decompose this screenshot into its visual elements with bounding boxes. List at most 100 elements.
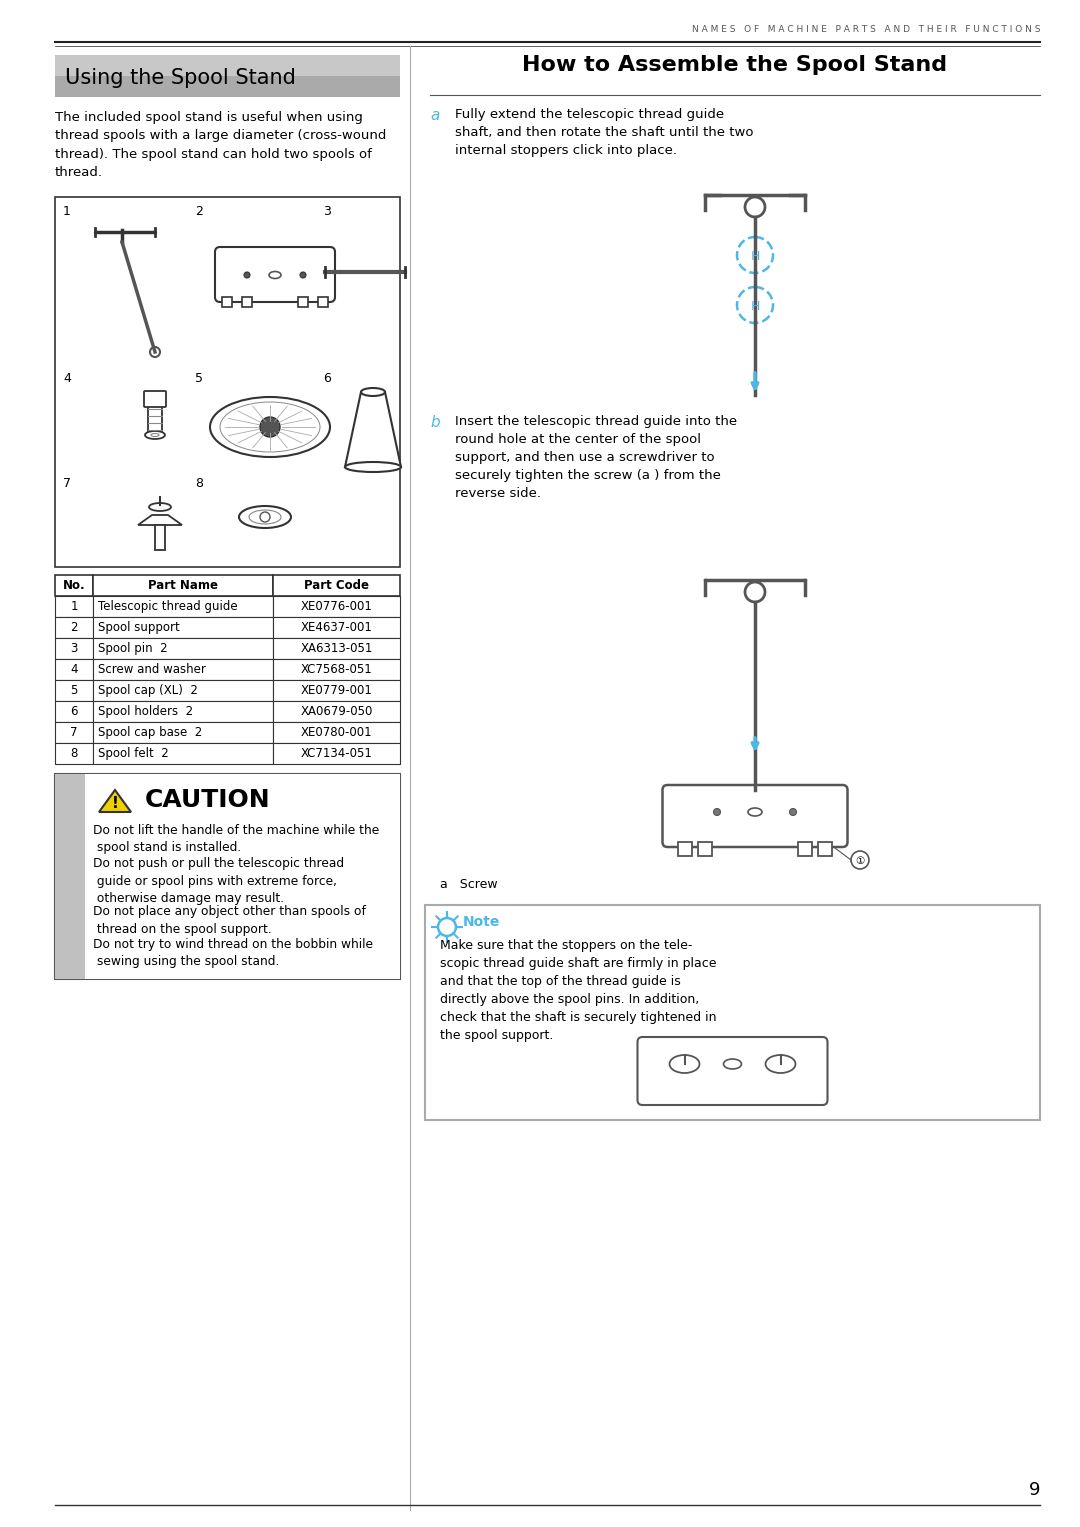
- Polygon shape: [99, 789, 131, 812]
- Bar: [242, 296, 252, 307]
- Bar: [93, 617, 273, 638]
- Bar: [55, 596, 93, 617]
- Circle shape: [438, 918, 456, 936]
- Circle shape: [300, 272, 306, 278]
- Bar: [93, 722, 273, 744]
- Bar: [678, 841, 692, 857]
- Ellipse shape: [149, 502, 171, 512]
- Bar: [426, 906, 1040, 1119]
- Text: Fully extend the telescopic thread guide
shaft, and then rotate the shaft until : Fully extend the telescopic thread guide…: [455, 108, 754, 157]
- FancyBboxPatch shape: [144, 391, 166, 408]
- Text: a: a: [430, 108, 440, 124]
- Bar: [273, 638, 400, 660]
- Circle shape: [260, 512, 270, 522]
- Ellipse shape: [361, 388, 384, 395]
- Text: XE4637-001: XE4637-001: [300, 621, 373, 634]
- Text: CAUTION: CAUTION: [145, 788, 271, 812]
- Bar: [148, 405, 162, 434]
- Ellipse shape: [766, 1055, 796, 1073]
- Bar: [55, 774, 85, 979]
- Bar: [273, 596, 400, 617]
- Ellipse shape: [249, 510, 281, 524]
- Text: No.: No.: [63, 579, 85, 592]
- Text: 1: 1: [70, 600, 78, 612]
- Text: Spool felt  2: Spool felt 2: [98, 747, 168, 760]
- Text: 7: 7: [70, 725, 78, 739]
- Bar: [85, 774, 400, 979]
- Bar: [93, 660, 273, 680]
- Text: ①: ①: [855, 857, 865, 866]
- Text: XE0779-001: XE0779-001: [300, 684, 373, 696]
- Text: Part Name: Part Name: [148, 579, 218, 592]
- Text: 5: 5: [70, 684, 78, 696]
- Text: 6: 6: [323, 373, 330, 385]
- Bar: [298, 296, 308, 307]
- Ellipse shape: [670, 1055, 700, 1073]
- Ellipse shape: [345, 463, 401, 472]
- Bar: [55, 55, 400, 76]
- Text: H: H: [751, 249, 759, 263]
- Text: Insert the telescopic thread guide into the
round hole at the center of the spoo: Insert the telescopic thread guide into …: [455, 415, 738, 499]
- Bar: [55, 660, 93, 680]
- Bar: [55, 701, 93, 722]
- FancyBboxPatch shape: [215, 247, 335, 302]
- Text: 7: 7: [63, 476, 71, 490]
- Bar: [93, 576, 273, 596]
- FancyBboxPatch shape: [662, 785, 848, 847]
- Bar: [55, 617, 93, 638]
- Text: Spool cap (XL)  2: Spool cap (XL) 2: [98, 684, 198, 696]
- Bar: [93, 638, 273, 660]
- Bar: [273, 701, 400, 722]
- Bar: [818, 841, 832, 857]
- Text: 4: 4: [63, 373, 71, 385]
- Text: 6: 6: [70, 705, 78, 718]
- Text: XA6313-051: XA6313-051: [300, 641, 373, 655]
- Ellipse shape: [239, 505, 291, 528]
- Bar: [798, 841, 812, 857]
- Text: Note: Note: [463, 915, 500, 928]
- Text: Using the Spool Stand: Using the Spool Stand: [65, 69, 296, 89]
- Text: XC7134-051: XC7134-051: [300, 747, 373, 760]
- Circle shape: [745, 582, 765, 602]
- Text: 2: 2: [70, 621, 78, 634]
- Circle shape: [244, 272, 249, 278]
- Text: The included spool stand is useful when using
thread spools with a large diamete: The included spool stand is useful when …: [55, 111, 387, 180]
- Text: XE0776-001: XE0776-001: [300, 600, 373, 612]
- Bar: [93, 744, 273, 764]
- Bar: [55, 722, 93, 744]
- Circle shape: [150, 347, 160, 357]
- Bar: [273, 617, 400, 638]
- Text: 3: 3: [323, 205, 330, 218]
- Text: Spool support: Spool support: [98, 621, 179, 634]
- Text: Telescopic thread guide: Telescopic thread guide: [98, 600, 238, 612]
- Ellipse shape: [210, 397, 330, 457]
- Text: XA0679-050: XA0679-050: [300, 705, 373, 718]
- Text: !: !: [111, 797, 119, 811]
- Bar: [55, 576, 93, 596]
- Text: XC7568-051: XC7568-051: [300, 663, 373, 676]
- Polygon shape: [345, 392, 401, 467]
- Ellipse shape: [748, 808, 762, 815]
- FancyBboxPatch shape: [637, 1037, 827, 1106]
- Circle shape: [851, 851, 869, 869]
- Text: 8: 8: [195, 476, 203, 490]
- Text: 9: 9: [1028, 1481, 1040, 1500]
- Bar: [273, 660, 400, 680]
- Text: Part Code: Part Code: [303, 579, 369, 592]
- Bar: [55, 76, 400, 98]
- Text: 2: 2: [195, 205, 203, 218]
- Circle shape: [789, 808, 797, 815]
- Bar: [55, 197, 400, 567]
- Bar: [318, 296, 328, 307]
- Bar: [273, 576, 400, 596]
- Circle shape: [714, 808, 720, 815]
- Text: H: H: [751, 299, 759, 313]
- Text: a   Screw: a Screw: [440, 878, 498, 890]
- Text: Do not try to wind thread on the bobbin while
 sewing using the spool stand.: Do not try to wind thread on the bobbin …: [93, 938, 373, 968]
- Text: 5: 5: [195, 373, 203, 385]
- Bar: [55, 744, 93, 764]
- Ellipse shape: [269, 272, 281, 278]
- Text: 3: 3: [70, 641, 78, 655]
- Bar: [93, 596, 273, 617]
- Text: Spool cap base  2: Spool cap base 2: [98, 725, 202, 739]
